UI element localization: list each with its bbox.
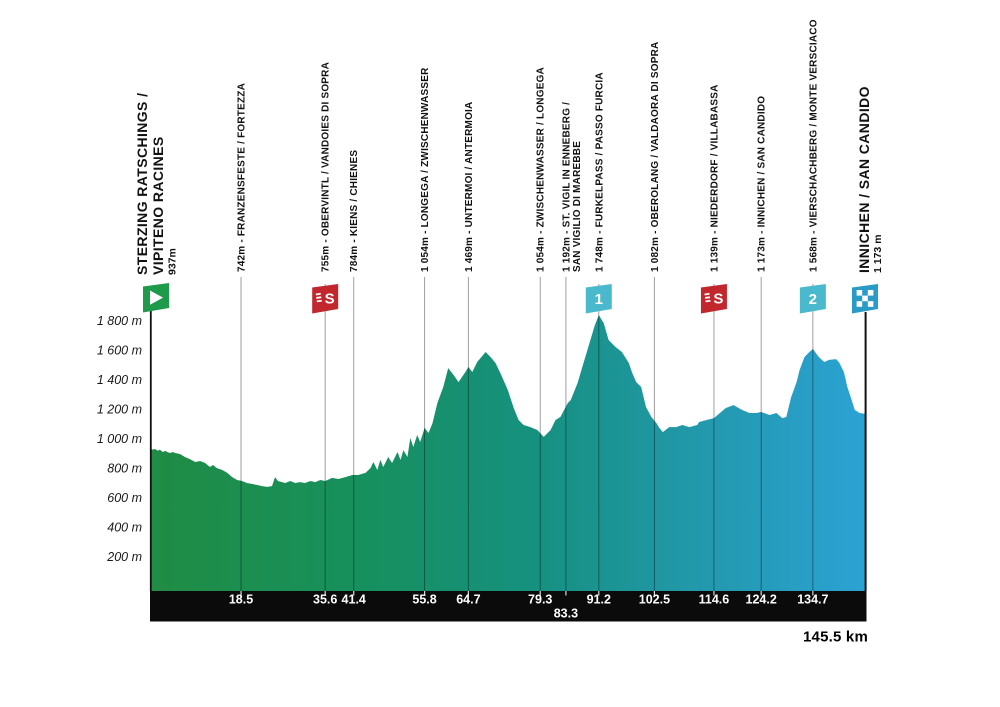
gridline-layer [240,277,814,591]
start-flag-icon [143,283,169,313]
category-2-icon: 2 [799,284,826,314]
km-label-134.7: 134.7 [797,593,828,607]
bar-tick-41.4 [353,591,355,596]
bar-tick-64.7 [467,591,469,596]
waypoint-label-134.7: 1 568m - VIERSCHACHBERG / MONTE VERSCIAC… [808,19,819,272]
waypoint-label-102.5: 1 082m - OBEROLANG / VALDAORA DI SOPRA [650,42,661,272]
y-axis-label-1200: 1 200 m [97,403,142,417]
bar-tick-55.8 [423,591,426,596]
bar-tick-124.2 [760,591,762,596]
endpoint-labels: STERZING RATSCHINGS / VIPITENO RACINES 9… [134,86,884,275]
km-label-79.3: 79.3 [528,593,552,607]
bar-tick-35.6 [324,591,326,596]
km-label-41.4: 41.4 [342,593,366,607]
waypoint-labels: 742m - FRANZENSFESTE / FORTEZZA 755m - OB… [237,19,820,272]
start-elevation-label: 937m [167,248,179,275]
finish-name: INNICHEN / SAN CANDIDO [856,86,872,273]
y-axis-label-1800: 1 800 m [97,314,142,328]
km-label-35.6: 35.6 [313,593,337,607]
elevation-area-layer [150,315,866,591]
y-axis-label-200: 200 m [106,550,142,564]
km-label-102.5: 102.5 [639,593,670,607]
svg-text:2: 2 [809,291,817,308]
svg-text:S: S [713,291,723,308]
axis-layer [149,311,867,591]
icon-layer: S 1 S 2 [143,283,878,314]
km-label-124.2: 124.2 [746,593,777,607]
bar-tick-79.3 [539,591,541,596]
bar-tick-134.7 [812,591,814,596]
bar-tick-114.6 [713,591,715,596]
total-distance-label: 145.5 km [803,629,868,646]
waypoint-label-64.7: 1 469m - UNTERMOI / ANTERMOIA [464,102,475,272]
km-label-64.7: 64.7 [456,593,480,607]
km-label-18.5: 18.5 [229,593,253,607]
finish-flag-icon [852,284,878,314]
finish-elevation-label: 1 173 m [872,234,884,273]
sprint-icon: S [312,284,339,314]
waypoint-label-79.3: 1 054m - ZWISCHENWASSER / LONGEGA [536,67,547,272]
bar-tick-18.5 [240,591,242,596]
waypoint-label-114.6: 1 139m - NIEDERDORF / VILLABASSA [709,84,720,272]
waypoint-label-55.8: 1 054m - LONGEGA / ZWISCHENWASSER [420,67,431,272]
sprint-icon: S [700,284,727,314]
bar-tick-83.3 [565,591,567,596]
start-name-line1: STERZING RATSCHINGS / [134,93,150,275]
category-1-icon: 1 [585,284,612,314]
km-label-83.3: 83.3 [554,607,578,621]
waypoint-label-35.6: 755m - OBERVINTL / VANDOIES DI SOPRA [321,62,332,272]
svg-text:S: S [325,291,335,308]
y-axis-label-1400: 1 400 m [97,373,142,387]
km-label-91.2: 91.2 [587,593,611,607]
waypoint-label-91.2: 1 748m - FURKELPASS / PASSO FURCIA [594,72,605,272]
start-name-line2: VIPITENO RACINES [150,136,166,275]
waypoint-label-83.3: 1 192m - ST. VIGIL IN ENNEBERG /SAN VIGI… [561,102,583,272]
y-axis-label-1600: 1 600 m [97,344,142,358]
y-axis-label-1000: 1 000 m [97,432,142,446]
km-label-55.8: 55.8 [412,593,436,607]
y-axis-label-400: 400 m [107,521,142,535]
y-axis-label-800: 800 m [107,462,142,476]
elevation-area [150,315,866,591]
waypoint-label-18.5: 742m - FRANZENSFESTE / FORTEZZA [237,83,248,272]
distance-bar: 18.5 35.6 41.4 55.8 64.7 79.383.3 91.2 102.5 114… [150,591,868,646]
y-axis-label-600: 600 m [107,491,142,505]
bar-tick-102.5 [653,591,655,596]
waypoint-label-124.2: 1 173m - INNICHEN / SAN CANDIDO [757,96,768,272]
bar-tick-91.2 [598,591,600,596]
distance-bar-ticks [240,591,814,596]
distance-bar-labels: 18.5 35.6 41.4 55.8 64.7 79.383.3 91.2 102.5 114… [229,593,829,621]
km-label-114.6: 114.6 [699,593,730,607]
waypoint-label-41.4: 784m - KIENS / CHIENES [349,150,360,272]
distance-bar-rect [150,591,867,622]
y-axis-labels: 1 800 m 1 600 m 1 400 m 1 200 m 1 000 m 800 m… [97,314,142,564]
svg-text:1: 1 [595,291,603,308]
